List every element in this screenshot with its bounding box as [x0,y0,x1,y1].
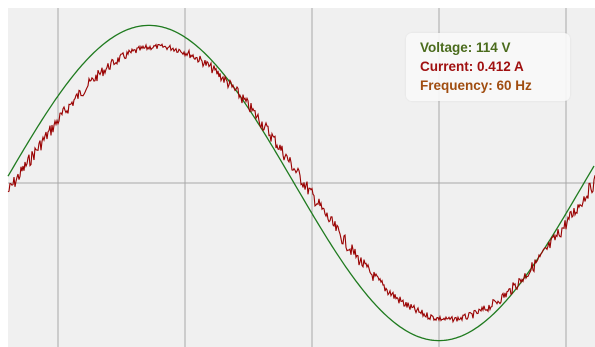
frequency-readout: Frequency: 60 Hz [420,76,570,95]
voltage-readout: Voltage: 114 V [420,38,570,57]
current-readout: Current: 0.412 A [420,57,570,76]
measurement-readout: Voltage: 114 V Current: 0.412 A Frequenc… [406,33,570,101]
